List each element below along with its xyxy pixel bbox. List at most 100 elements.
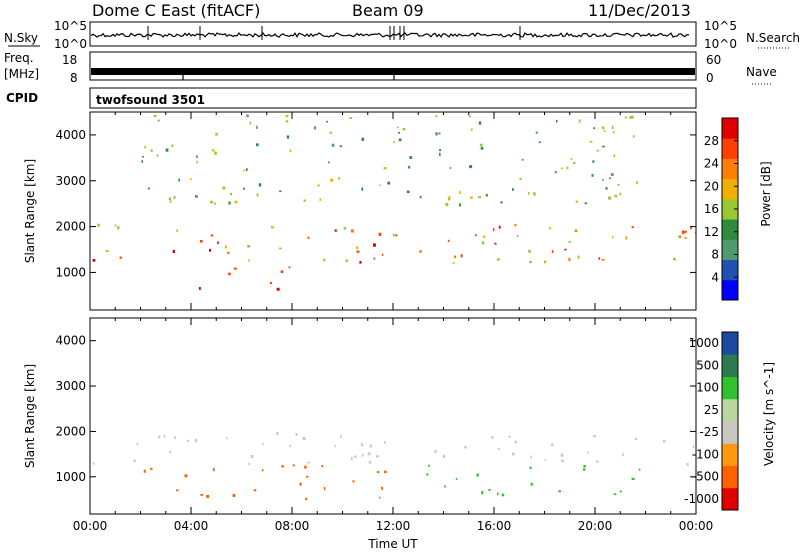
heat-cell	[636, 181, 639, 185]
heat-cell	[519, 178, 522, 180]
heat-cell	[304, 465, 307, 469]
heat-cell	[361, 453, 364, 457]
heat-cell	[631, 226, 634, 229]
heat-cell	[343, 227, 347, 230]
heat-cell	[97, 223, 100, 227]
heat-cell	[169, 197, 171, 200]
heat-cell	[460, 254, 463, 258]
heat-cell	[92, 259, 96, 262]
heat-cell	[630, 115, 634, 119]
heat-cell	[684, 237, 687, 239]
heat-cell	[369, 444, 372, 448]
power-colorbar-segment	[722, 279, 738, 301]
heat-cell	[514, 440, 517, 444]
heat-cell	[352, 480, 355, 483]
heat-cell	[256, 193, 259, 197]
heat-cell	[500, 201, 503, 204]
heat-cell	[156, 154, 159, 157]
heat-cell	[554, 171, 557, 174]
power-colorbar-tick-label: 20	[704, 179, 719, 193]
heat-cell	[200, 494, 204, 496]
heat-cell	[356, 246, 359, 250]
heat-cell	[632, 135, 635, 138]
heat-cell	[528, 192, 530, 195]
heat-cell	[478, 196, 481, 199]
power-colorbar-segment	[722, 178, 738, 200]
velocity-colorbar: 1000 500 100 25 -25 -100 -500 -1000	[684, 331, 739, 511]
heat-cell	[379, 184, 381, 186]
heat-cell	[172, 249, 175, 253]
heat-cell	[517, 235, 519, 237]
heat-cell	[570, 158, 573, 160]
heat-cell	[305, 475, 309, 478]
heat-cell	[383, 167, 387, 170]
plot-title: Dome C East (fitACF)	[92, 1, 260, 20]
heat-cell	[230, 193, 233, 196]
heat-cell	[270, 226, 274, 229]
heat-cell	[686, 463, 689, 466]
heat-cell	[133, 459, 136, 462]
heat-cell	[555, 119, 558, 123]
heat-cell	[564, 248, 567, 251]
heat-cell	[474, 234, 477, 237]
heat-cell	[256, 125, 258, 129]
heat-cell	[397, 126, 399, 129]
heat-cell	[169, 450, 171, 454]
heat-cell	[376, 471, 380, 473]
heat-cell	[402, 128, 406, 131]
heat-cell	[434, 450, 438, 453]
heat-cell	[480, 146, 484, 150]
velocity-colorbar-tick-label: 100	[696, 381, 719, 395]
heat-cell	[234, 200, 238, 204]
x-tick-label: 16:00	[477, 519, 512, 533]
velocity-colorbar-tick-label: -1000	[684, 492, 719, 506]
heat-cell	[215, 132, 218, 136]
heat-cell	[479, 143, 483, 147]
heat-cell	[613, 493, 617, 495]
heat-cell	[481, 491, 484, 495]
freq-unit: [MHz]	[4, 67, 39, 81]
power-panel-frame	[89, 111, 697, 311]
heat-cell	[157, 119, 160, 122]
velocity-axes: 1000 2000 3000 4000 00:00 04:00 08:00 12:00 16:0…	[55, 318, 713, 533]
heat-cell	[612, 131, 615, 134]
y-tick-label: 4000	[55, 334, 86, 348]
heat-cell	[521, 158, 524, 161]
heat-cell	[387, 181, 391, 185]
heat-cell	[232, 493, 236, 497]
heat-cell	[408, 165, 411, 169]
heat-cell	[393, 141, 395, 144]
heat-cell	[330, 178, 333, 182]
nave-tick-top: 60	[706, 53, 721, 67]
heat-cell	[317, 184, 320, 187]
heat-cell	[222, 186, 226, 190]
heat-cell	[209, 248, 211, 252]
power-colorbar-segment	[722, 239, 738, 261]
nave-label: Nave	[746, 65, 777, 79]
heat-cell	[384, 470, 387, 474]
heat-cell	[281, 465, 285, 468]
heat-cell	[438, 132, 441, 135]
heat-cell	[498, 225, 501, 229]
heat-cell	[176, 489, 179, 492]
heat-cell	[276, 432, 279, 436]
heat-cell	[544, 458, 547, 461]
heat-cell	[598, 257, 601, 260]
heat-cell	[119, 256, 122, 259]
heat-cell	[144, 145, 147, 149]
heat-cell	[478, 121, 482, 125]
heat-cell	[612, 125, 614, 130]
heat-cell	[334, 444, 337, 448]
heat-cell	[573, 162, 576, 165]
heat-cell	[617, 183, 620, 186]
heat-cell	[153, 114, 157, 118]
heat-cell	[530, 455, 532, 459]
heat-cell	[447, 197, 450, 201]
nsky-panel	[89, 21, 697, 47]
heat-cell	[228, 201, 231, 205]
x-axis-label: Time UT	[367, 537, 418, 551]
heat-cell	[378, 232, 382, 236]
velocity-colorbar-segment	[722, 376, 738, 400]
heat-cell	[629, 115, 632, 119]
x-tick-label: 08:00	[275, 519, 310, 533]
